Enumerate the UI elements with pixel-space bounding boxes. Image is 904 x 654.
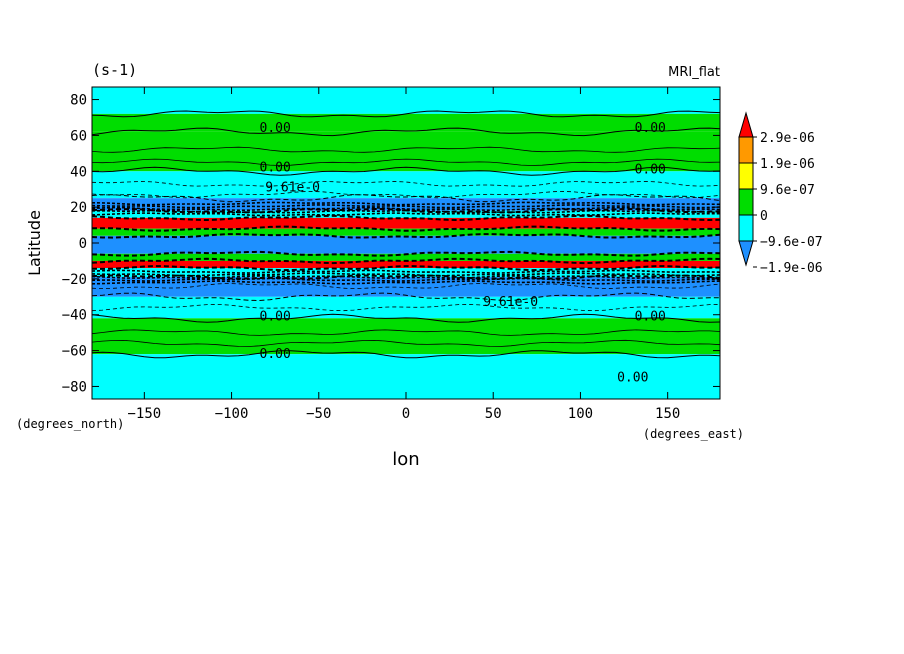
color-band (92, 113, 720, 132)
contour-line (92, 158, 720, 166)
y-tick-label: 80 (70, 93, 87, 109)
x-tick-label: −100 (215, 406, 249, 422)
contour-line (92, 110, 720, 118)
color-band (92, 131, 720, 172)
y-tick-label: −80 (62, 379, 87, 395)
contour-label: 9.61e-0 (265, 180, 320, 195)
y-tick-label: 0 (79, 236, 87, 252)
y-tick-label: −20 (62, 272, 87, 288)
colorbar-label: 9.6e-07 (760, 183, 815, 198)
x-axis-label: lon (392, 449, 419, 470)
color-band (92, 217, 720, 229)
contour-line (92, 214, 720, 222)
colorbar: 2.9e-06 1.9e-06 9.6e-07 0 −9.6e-07 −1.9e-06 (738, 111, 823, 276)
contour-line (92, 166, 720, 176)
y-axis-units: (degrees_north) (16, 417, 124, 431)
color-band (92, 296, 720, 319)
color-band (92, 235, 720, 254)
contour-line (92, 292, 720, 302)
contour-line (92, 313, 720, 323)
color-band (92, 318, 720, 355)
color-band (92, 260, 720, 269)
colorbar-label: 1.9e-06 (760, 157, 815, 172)
colorbar-max-arrow (738, 111, 754, 138)
y-tick-label: −40 (62, 308, 87, 324)
contour-line (92, 329, 720, 336)
contour-line (92, 265, 720, 272)
colorbar-segment (738, 136, 754, 164)
contour-line (92, 225, 720, 232)
colorbar-label: −1.9e-06 (760, 261, 823, 276)
contour-label: 0.00 (635, 121, 666, 136)
plot-area: 0.00 0.00 0.00 0.00 9.61e-0 0.00 0.00 9.61e-0 0.… (92, 87, 720, 399)
y-axis-label: Latitude (25, 210, 44, 276)
color-band (92, 210, 720, 218)
color-band (92, 354, 720, 399)
contour-line (92, 127, 720, 137)
contour-line (92, 146, 720, 153)
colorbar-segment (738, 188, 754, 216)
contour-line (92, 194, 720, 203)
contour-line (92, 207, 720, 214)
color-band (92, 268, 720, 278)
y-tick-label: 60 (70, 128, 87, 144)
contour-label: 0.00 (260, 161, 291, 176)
contour-line (92, 274, 720, 280)
color-band (92, 253, 720, 261)
contour-label: 0.00 (260, 310, 291, 325)
x-tick-label: 150 (655, 406, 680, 422)
contour-label: 0.00 (617, 370, 648, 385)
colorbar-label: −9.6e-07 (760, 235, 823, 250)
contour-labels: 0.00 0.00 0.00 0.00 9.61e-0 0.00 0.00 9.61e-0 0.… (260, 121, 666, 385)
contour-line (92, 257, 720, 265)
x-tick-label: −150 (127, 406, 161, 422)
contour-label: 0.00 (260, 121, 291, 136)
color-band (92, 228, 720, 236)
color-band (92, 198, 720, 211)
color-bands (92, 87, 720, 399)
x-tick-label: 0 (402, 406, 410, 422)
colorbar-segment (738, 162, 754, 190)
colorbar-label: 2.9e-06 (760, 131, 815, 146)
contour-lines (92, 110, 720, 359)
contour-label: 0.00 (260, 347, 291, 362)
color-band (92, 277, 720, 297)
chart-title-right: MRI_flat (668, 65, 720, 80)
y-tick-label: −60 (62, 344, 87, 360)
contour-label: 9.61e-0 (483, 295, 538, 310)
colorbar-min-arrow (738, 240, 754, 267)
contour-line (92, 233, 720, 239)
contour-label: 0.00 (635, 162, 666, 177)
x-tick-label: −50 (306, 406, 331, 422)
colorbar-segment (738, 214, 754, 242)
x-tick-label: 50 (485, 406, 502, 422)
colorbar-label: 0 (760, 209, 768, 224)
contour-line (92, 350, 720, 359)
x-axis-ticks: −150 −100 −50 0 50 100 150 (127, 87, 680, 422)
color-band (92, 171, 720, 199)
x-axis-units: (degrees_east) (643, 427, 744, 441)
y-tick-label: 40 (70, 164, 87, 180)
contour-label: 0.00 (635, 310, 666, 325)
chart-title-left: (s-1) (92, 61, 137, 79)
y-axis-ticks: 80 60 40 20 0 −20 −40 −60 −80 (62, 93, 720, 395)
contour-line (92, 339, 720, 347)
x-tick-label: 100 (568, 406, 593, 422)
contour-line (92, 250, 720, 257)
y-tick-label: 20 (70, 200, 87, 216)
